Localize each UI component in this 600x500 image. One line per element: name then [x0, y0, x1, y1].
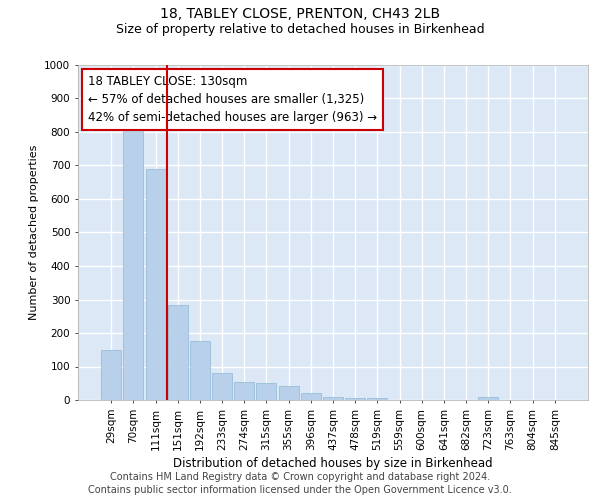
Bar	[190, 342, 210, 400]
Bar	[345, 398, 365, 400]
Bar	[101, 350, 121, 400]
Bar	[124, 122, 143, 400]
Bar	[278, 386, 299, 400]
Text: 18 TABLEY CLOSE: 130sqm
← 57% of detached houses are smaller (1,325)
42% of semi: 18 TABLEY CLOSE: 130sqm ← 57% of detache…	[88, 75, 377, 124]
Bar	[212, 373, 232, 400]
Bar	[146, 169, 166, 400]
Bar	[234, 382, 254, 400]
Text: Size of property relative to detached houses in Birkenhead: Size of property relative to detached ho…	[116, 22, 484, 36]
Y-axis label: Number of detached properties: Number of detached properties	[29, 145, 38, 320]
Bar	[168, 304, 188, 400]
Bar	[256, 382, 277, 400]
Bar	[478, 396, 498, 400]
Bar	[367, 398, 388, 400]
Text: 18, TABLEY CLOSE, PRENTON, CH43 2LB: 18, TABLEY CLOSE, PRENTON, CH43 2LB	[160, 8, 440, 22]
Bar	[323, 396, 343, 400]
Text: Contains HM Land Registry data © Crown copyright and database right 2024.
Contai: Contains HM Land Registry data © Crown c…	[88, 472, 512, 495]
X-axis label: Distribution of detached houses by size in Birkenhead: Distribution of detached houses by size …	[173, 456, 493, 469]
Bar	[301, 394, 321, 400]
